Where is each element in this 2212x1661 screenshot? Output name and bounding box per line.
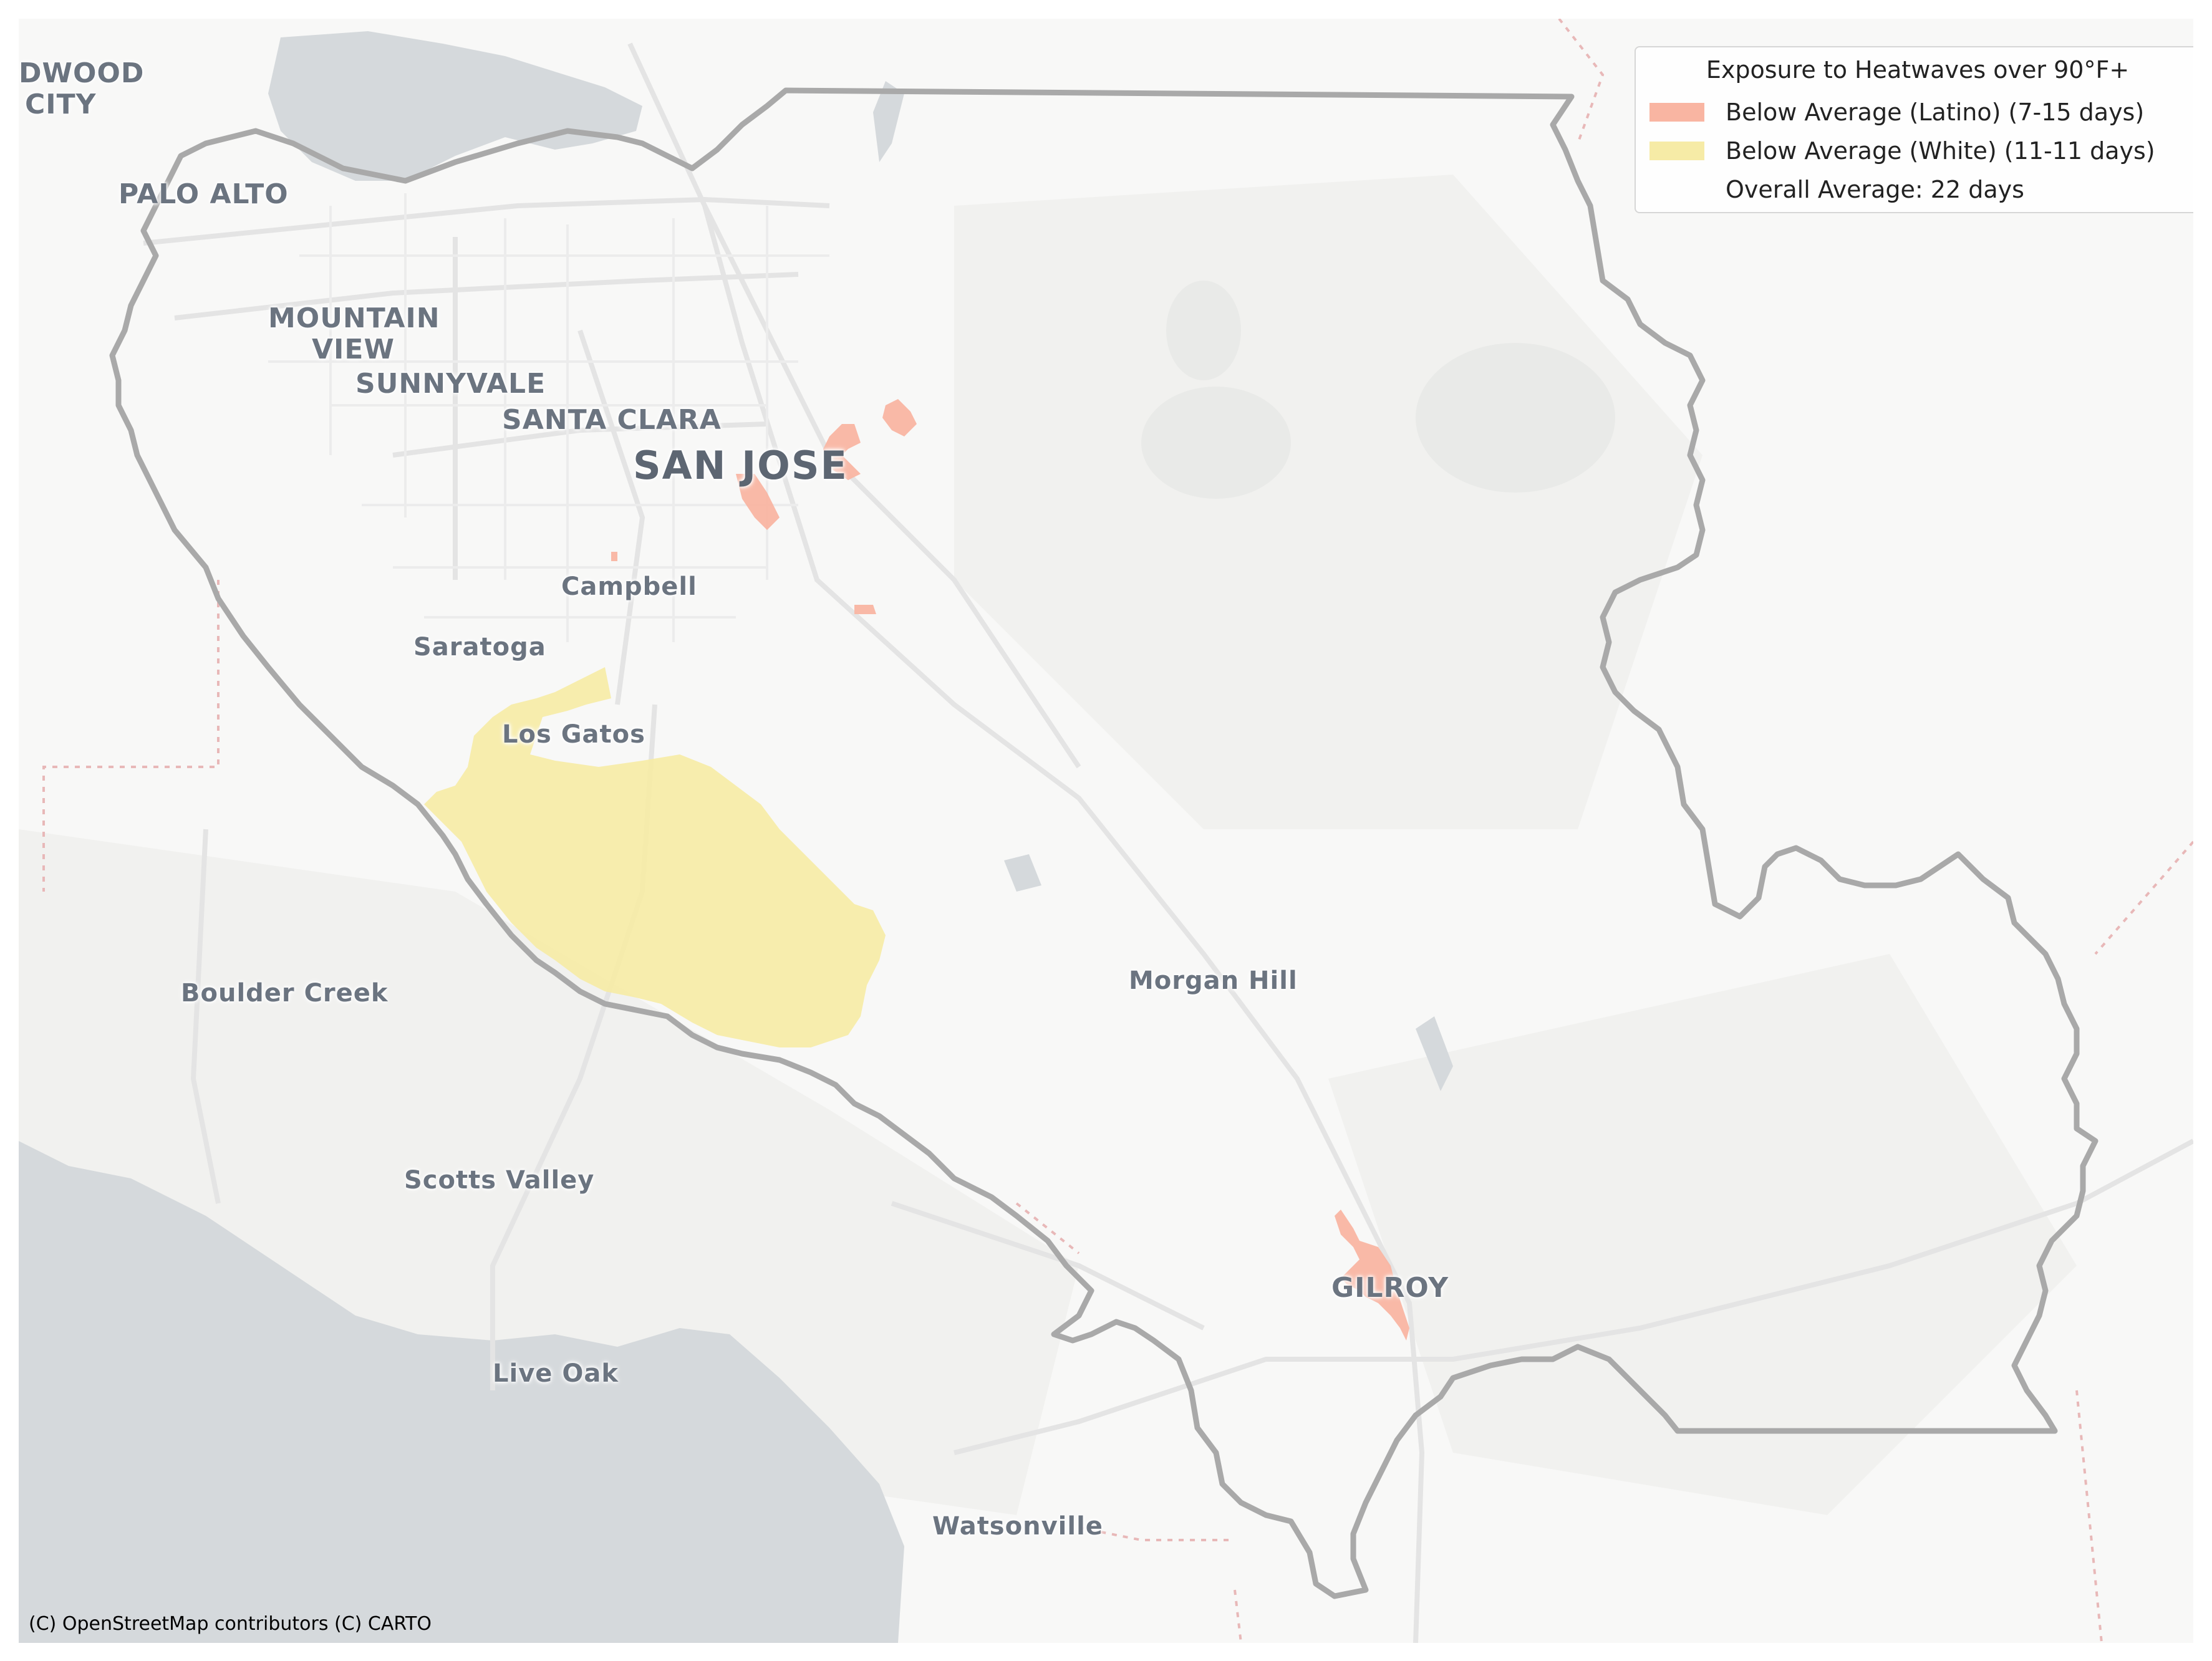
legend-item-white: Below Average (White) (11-11 days)	[1649, 135, 2155, 167]
county-boundary	[109, 87, 2099, 1599]
place-label-gilroy: GILROY	[1331, 1272, 1449, 1304]
legend-swatch-average	[1649, 180, 1704, 199]
monterey-bay	[19, 1141, 904, 1643]
sf-bay	[268, 31, 642, 181]
place-label-los-gatos: Los Gatos	[502, 720, 645, 749]
coyote-lake	[1416, 1016, 1453, 1091]
legend-label-white: Below Average (White) (11-11 days)	[1726, 137, 2155, 165]
city-grid	[268, 193, 829, 642]
county-lines	[42, 19, 2193, 1643]
map-attribution: (C) OpenStreetMap contributors (C) CARTO	[29, 1613, 432, 1635]
place-label-morgan-hill: Morgan Hill	[1129, 966, 1298, 995]
place-label-campbell: Campbell	[561, 572, 697, 601]
reservoir	[873, 81, 904, 162]
map-frame: DWOOD CITY PALO ALTO MOUNTAIN VIEW SUNNY…	[19, 19, 2193, 1643]
place-label-sunnyvale: SUNNYVALE	[355, 368, 546, 400]
legend-item-average: Overall Average: 22 days	[1649, 173, 2024, 206]
water	[19, 31, 1453, 1643]
place-label-redwood-city-2: CITY	[25, 89, 97, 120]
place-label-live-oak: Live Oak	[493, 1359, 619, 1388]
legend-swatch-white	[1649, 142, 1704, 160]
place-label-scotts-valley: Scotts Valley	[404, 1166, 595, 1195]
place-label-mountain-view-2: VIEW	[312, 334, 395, 365]
legend-label-average: Overall Average: 22 days	[1726, 176, 2024, 203]
terrain-shading	[19, 175, 2077, 1515]
place-label-redwood-city: DWOOD	[19, 57, 145, 89]
legend-label-latino: Below Average (Latino) (7-15 days)	[1726, 99, 2145, 126]
white-below-average-area	[424, 667, 886, 1047]
place-label-santa-clara: SANTA CLARA	[502, 404, 722, 436]
place-label-boulder-creek: Boulder Creek	[181, 979, 389, 1008]
terrain-dark	[1141, 281, 1615, 499]
anderson-lake	[1004, 854, 1041, 892]
place-label-san-jose: SAN JOSE	[633, 443, 848, 488]
place-label-palo-alto: PALO ALTO	[118, 178, 289, 210]
place-label-saratoga: Saratoga	[413, 633, 546, 662]
legend-swatch-latino	[1649, 103, 1704, 122]
place-label-watsonville: Watsonville	[932, 1512, 1103, 1541]
legend-title: Exposure to Heatwaves over 90°F+	[1706, 56, 2130, 84]
basemap	[19, 19, 2193, 1643]
latino-below-average-areas	[611, 399, 1409, 1341]
legend-item-latino: Below Average (Latino) (7-15 days)	[1649, 96, 2144, 128]
place-label-mountain-view: MOUNTAIN	[268, 302, 440, 334]
legend: Exposure to Heatwaves over 90°F+ Below A…	[1635, 46, 2193, 213]
